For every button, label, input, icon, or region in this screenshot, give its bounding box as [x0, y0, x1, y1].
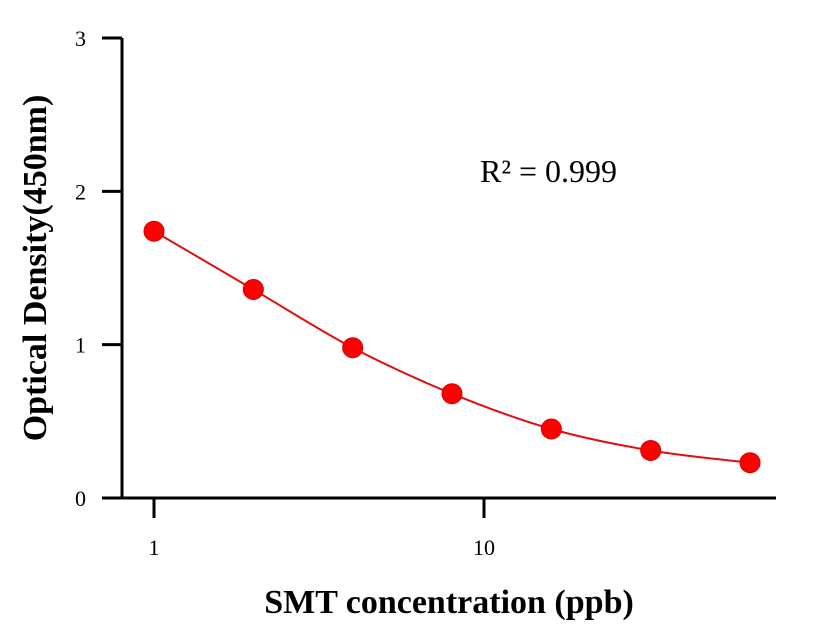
y-tick-label: 0 [75, 486, 86, 511]
r-squared-annotation: R² = 0.999 [480, 153, 617, 189]
x-tick-label: 10 [473, 535, 495, 560]
axes: 0 1 2 3 1 10 [75, 26, 776, 560]
x-axis-title: SMT concentration (ppb) [264, 584, 634, 621]
y-tick-label: 1 [75, 333, 86, 358]
data-point [540, 418, 562, 440]
data-point [739, 452, 761, 474]
data-point [242, 278, 264, 300]
data-point [441, 383, 463, 405]
fit-curve [153, 230, 751, 464]
data-point [640, 439, 662, 461]
data-points [143, 220, 761, 474]
x-tick-label: 1 [149, 535, 160, 560]
data-point [143, 220, 165, 242]
y-tick-label: 3 [75, 26, 86, 51]
y-tick-label: 2 [75, 179, 86, 204]
data-point [342, 337, 364, 359]
fit-curve-layer [153, 230, 751, 464]
y-axis-title: Optical Density(450nm) [17, 95, 54, 442]
